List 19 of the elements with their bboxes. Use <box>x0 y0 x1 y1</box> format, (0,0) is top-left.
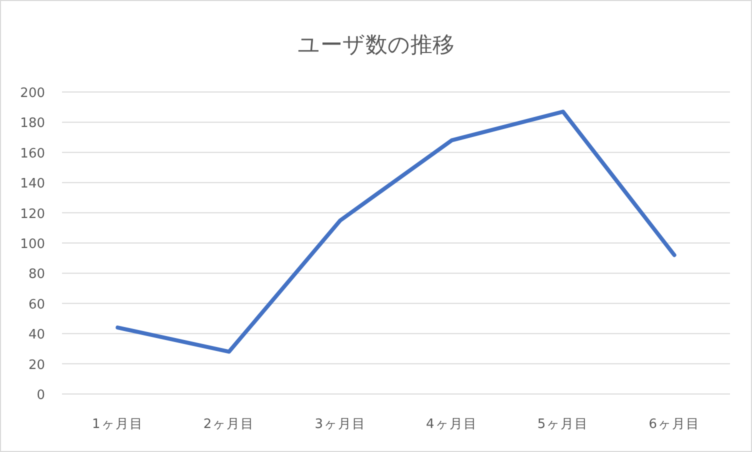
y-tick-label: 180 <box>20 116 45 132</box>
x-tick-label: 3ヶ月目 <box>314 417 366 432</box>
x-tick-label: 1ヶ月目 <box>92 417 144 432</box>
x-tick-label: 6ヶ月目 <box>648 417 700 432</box>
x-tick-label: 2ヶ月目 <box>203 417 255 432</box>
y-tick-label: 140 <box>20 176 45 192</box>
chart-title: ユーザ数の推移 <box>298 33 454 58</box>
y-tick-label: 160 <box>20 146 45 162</box>
y-tick-label: 120 <box>20 206 45 222</box>
line-series <box>116 110 676 354</box>
y-tick-label: 200 <box>20 86 45 101</box>
y-tick-label: 80 <box>28 267 45 282</box>
x-tick-label: 5ヶ月目 <box>537 417 589 432</box>
x-tick-label: 4ヶ月目 <box>426 417 478 432</box>
y-tick-label: 100 <box>20 237 45 252</box>
y-tick-label: 40 <box>28 328 45 343</box>
y-tick-label: 20 <box>28 358 45 373</box>
y-tick-label: 60 <box>28 297 45 312</box>
y-tick-label: 0 <box>36 388 45 403</box>
